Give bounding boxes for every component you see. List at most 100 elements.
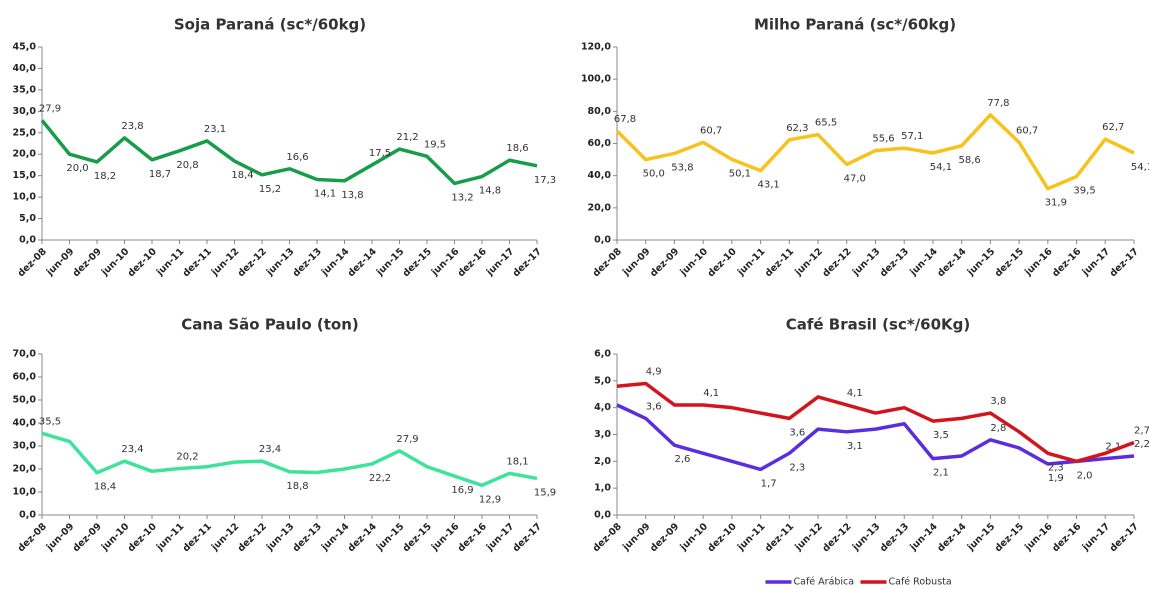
x-tick-label: dez-14: [935, 521, 968, 554]
y-tick-label: 15,0: [13, 170, 37, 181]
data-label: 55,6: [872, 134, 894, 145]
data-label: 23,4: [121, 444, 143, 455]
data-label: 12,9: [479, 494, 501, 505]
data-label: 53,8: [671, 162, 693, 173]
data-label: 15,2: [259, 184, 281, 195]
data-label: 18,1: [506, 456, 528, 467]
x-tick-label: jun-14: [907, 521, 940, 554]
y-tick-label: 6,0: [594, 349, 611, 360]
y-tick-label: 1,0: [594, 483, 611, 494]
data-label: 16,6: [286, 152, 308, 163]
y-tick-label: 60,0: [13, 372, 37, 383]
x-tick-label: dez-16: [1050, 521, 1083, 554]
data-label: 18,4: [231, 170, 253, 181]
data-label: 13,8: [341, 190, 363, 201]
data-label: 4,9: [646, 367, 662, 378]
data-label: 20,8: [176, 160, 198, 171]
data-label: 3,6: [646, 401, 662, 412]
x-tick-label: dez-10: [126, 521, 159, 554]
x-tick-label: jun-10: [678, 246, 711, 279]
x-tick-label: jun-16: [1022, 246, 1055, 279]
x-tick-label: dez-15: [993, 521, 1026, 554]
x-tick-label: dez-11: [181, 521, 214, 554]
chart-title: Milho Paraná (sc*/60kg): [754, 16, 956, 34]
x-tick-label: jun-17: [484, 246, 516, 278]
data-label: 65,5: [815, 118, 837, 129]
y-tick-label: 35,0: [13, 84, 37, 95]
y-tick-label: 5,0: [19, 213, 36, 224]
x-tick-label: jun-09: [44, 521, 76, 553]
data-label: 3,8: [990, 396, 1006, 407]
data-label: 2,3: [1048, 462, 1064, 473]
data-label: 50,0: [643, 169, 665, 180]
x-tick-label: jun-13: [264, 521, 296, 553]
data-label: 13,2: [451, 192, 473, 203]
y-tick-label: 0,0: [19, 510, 36, 521]
data-label: 16,9: [451, 485, 473, 496]
x-tick-label: jun-15: [965, 521, 997, 553]
data-label: 57,1: [901, 131, 923, 142]
data-label: 20,2: [176, 452, 198, 463]
x-tick-label: dez-11: [763, 246, 796, 279]
x-tick-label: dez-11: [763, 521, 796, 554]
x-tick-label: jun-12: [209, 246, 241, 278]
data-label: 2,1: [933, 468, 949, 479]
data-label: 23,8: [121, 121, 143, 132]
data-label: 58,6: [959, 155, 981, 166]
data-label: 3,1: [847, 441, 863, 452]
x-tick-label: jun-17: [1080, 246, 1112, 278]
x-tick-label: jun-17: [1080, 521, 1112, 553]
x-tick-label: dez-13: [291, 246, 324, 279]
y-tick-label: 30,0: [13, 106, 37, 117]
data-label: 18,2: [94, 171, 116, 182]
data-label: 54,1: [930, 162, 952, 173]
y-tick-label: 40,0: [13, 418, 37, 429]
x-tick-label: jun-12: [209, 521, 241, 553]
x-tick-label: jun-09: [44, 246, 76, 278]
y-tick-label: 0,0: [594, 510, 611, 521]
y-tick-label: 3,0: [594, 429, 611, 440]
y-tick-label: 20,0: [13, 149, 37, 160]
y-tick-label: 2,0: [594, 456, 611, 467]
x-tick-label: dez-15: [993, 246, 1026, 279]
x-tick-label: dez-14: [346, 246, 379, 279]
data-label: 27,9: [396, 434, 418, 445]
data-label: 14,1: [314, 189, 336, 200]
data-label: 22,2: [369, 473, 391, 484]
data-label: 35,5: [39, 416, 61, 427]
data-label: 18,7: [149, 169, 171, 180]
chart-title: Soja Paraná (sc*/60kg): [174, 16, 366, 34]
x-tick-label: dez-10: [126, 246, 159, 279]
y-tick-label: 120,0: [581, 42, 611, 53]
x-tick-label: dez-14: [346, 521, 379, 554]
data-label: 21,2: [396, 132, 418, 143]
y-tick-label: 80,0: [588, 106, 612, 117]
x-tick-label: dez-13: [291, 521, 324, 554]
x-tick-label: jun-10: [678, 521, 711, 554]
data-label: 31,9: [1045, 198, 1067, 209]
x-tick-label: dez-10: [706, 521, 739, 554]
data-label: 62,3: [786, 123, 808, 134]
x-tick-label: jun-12: [792, 521, 824, 553]
x-tick-label: dez-09: [648, 246, 681, 279]
y-tick-label: 10,0: [13, 487, 37, 498]
x-tick-label: dez-10: [706, 246, 739, 279]
x-tick-label: jun-15: [965, 246, 997, 278]
data-label: 67,8: [614, 114, 636, 125]
y-tick-label: 45,0: [13, 42, 37, 53]
y-tick-label: 40,0: [13, 63, 37, 74]
data-label: 47,0: [844, 173, 866, 184]
data-label: 60,7: [700, 125, 722, 136]
x-tick-label: jun-13: [264, 246, 296, 278]
x-tick-label: dez-09: [648, 521, 681, 554]
x-tick-label: dez-08: [16, 246, 49, 279]
data-label: 2,8: [990, 423, 1006, 434]
data-label: 2,0: [1077, 470, 1093, 481]
data-line: [615, 113, 1135, 191]
x-tick-label: jun-13: [850, 246, 882, 278]
x-tick-label: jun-11: [735, 521, 767, 553]
x-tick-label: jun-09: [620, 521, 652, 553]
data-line: [40, 119, 538, 186]
x-tick-label: dez-12: [236, 521, 269, 554]
x-tick-label: jun-09: [620, 246, 652, 278]
